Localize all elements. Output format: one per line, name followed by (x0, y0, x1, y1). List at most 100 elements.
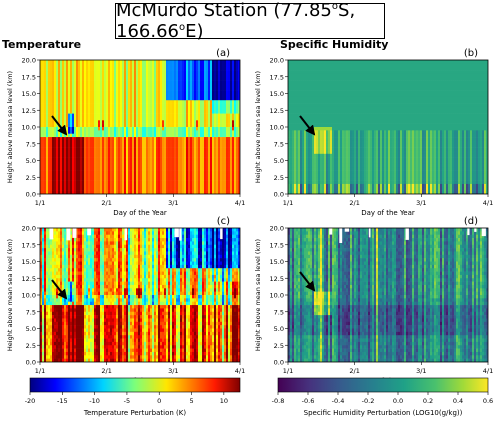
heatmap-cell (134, 127, 137, 131)
heatmap-cell (62, 137, 65, 141)
heatmap-cell (96, 160, 99, 165)
heatmap-cell (180, 130, 183, 134)
heatmap-cell (196, 160, 199, 165)
heatmap-cell (66, 153, 69, 158)
heatmap-cell (66, 80, 69, 84)
heatmap-cell (102, 120, 105, 124)
heatmap-cell (310, 83, 313, 88)
heatmap-cell (334, 116, 337, 121)
heatmap-cell (98, 60, 101, 64)
heatmap-cell (290, 106, 293, 111)
heatmap-cell (202, 133, 205, 138)
heatmap-cell (314, 140, 317, 145)
heatmap-cell (168, 110, 171, 114)
heatmap-cell (144, 163, 147, 168)
heatmap-cell (228, 177, 231, 181)
heatmap-cell (228, 173, 231, 178)
heatmap-cell (232, 153, 235, 158)
heatmap-cell (126, 63, 129, 67)
heatmap-cell (210, 113, 213, 118)
heatmap-cell (212, 173, 215, 178)
heatmap-cell (48, 70, 51, 74)
heatmap-cell (114, 147, 117, 151)
heatmap-cell (68, 173, 71, 178)
heatmap-cell (58, 183, 61, 188)
heatmap-cell (292, 147, 295, 151)
heatmap-cell (50, 163, 53, 168)
heatmap-cell (114, 173, 117, 178)
heatmap-cell (86, 86, 89, 91)
heatmap-cell (172, 133, 175, 138)
heatmap-cell (118, 120, 121, 124)
heatmap-cell (226, 103, 229, 108)
heatmap-cell (152, 70, 155, 74)
heatmap-cell (136, 157, 139, 161)
heatmap-cell (134, 180, 137, 185)
heatmap-cell (162, 123, 165, 128)
heatmap-cell (138, 106, 141, 111)
heatmap-cell (92, 137, 95, 141)
heatmap-cell (168, 180, 171, 185)
heatmap-cell (126, 180, 129, 185)
heatmap-cell (146, 110, 149, 114)
heatmap-cell (230, 167, 233, 171)
heatmap-cell (212, 157, 215, 161)
heatmap-cell (134, 80, 137, 84)
heatmap-cell (314, 90, 317, 94)
heatmap-cell (292, 130, 295, 134)
heatmap-cell (168, 150, 171, 155)
heatmap-cell (170, 83, 173, 88)
heatmap-cell (150, 90, 153, 94)
heatmap-cell (222, 187, 225, 191)
heatmap-cell (128, 90, 131, 94)
heatmap-cell (118, 140, 121, 145)
heatmap-cell (132, 113, 135, 118)
heatmap-cell (84, 177, 87, 181)
heatmap-cell (80, 160, 83, 165)
heatmap-cell (98, 106, 101, 111)
heatmap-cell (126, 100, 129, 104)
heatmap-cell (180, 133, 183, 138)
heatmap-cell (220, 110, 223, 114)
heatmap-cell (140, 103, 143, 108)
heatmap-cell (192, 120, 195, 124)
heatmap-cell (336, 106, 339, 111)
heatmap-cell (110, 93, 113, 98)
heatmap-cell (204, 180, 207, 185)
heatmap-cell (234, 173, 237, 178)
heatmap-cell (76, 86, 79, 91)
heatmap-cell (312, 76, 315, 81)
heatmap-cell (130, 116, 133, 121)
heatmap-cell (304, 157, 307, 161)
heatmap-cell (208, 70, 211, 74)
heatmap-cell (194, 106, 197, 111)
heatmap-cell (128, 177, 131, 181)
heatmap-cell (94, 173, 97, 178)
heatmap-cell (48, 116, 51, 121)
heatmap-cell (150, 63, 153, 67)
heatmap-cell (238, 110, 240, 114)
heatmap-cell (62, 150, 65, 155)
heatmap-cell (52, 70, 55, 74)
heatmap-cell (74, 163, 77, 168)
heatmap-cell (148, 123, 151, 128)
heatmap-cell (178, 73, 181, 78)
heatmap-cell (40, 110, 43, 114)
heatmap-cell (322, 173, 325, 178)
heatmap-cell (318, 143, 321, 148)
heatmap-cell (334, 70, 337, 74)
heatmap-cell (96, 177, 99, 181)
heatmap-cell (50, 103, 53, 108)
heatmap-cell (300, 76, 303, 81)
heatmap-cell (288, 113, 291, 118)
heatmap-cell (48, 137, 51, 141)
heatmap-cell (318, 110, 321, 114)
heatmap-cell (330, 110, 333, 114)
heatmap-cell (70, 80, 73, 84)
heatmap-cell (96, 127, 99, 131)
heatmap-cell (56, 90, 59, 94)
heatmap-cell (302, 180, 305, 185)
heatmap-cell (112, 70, 115, 74)
heatmap-cell (290, 190, 293, 194)
heatmap-cell (288, 80, 291, 84)
